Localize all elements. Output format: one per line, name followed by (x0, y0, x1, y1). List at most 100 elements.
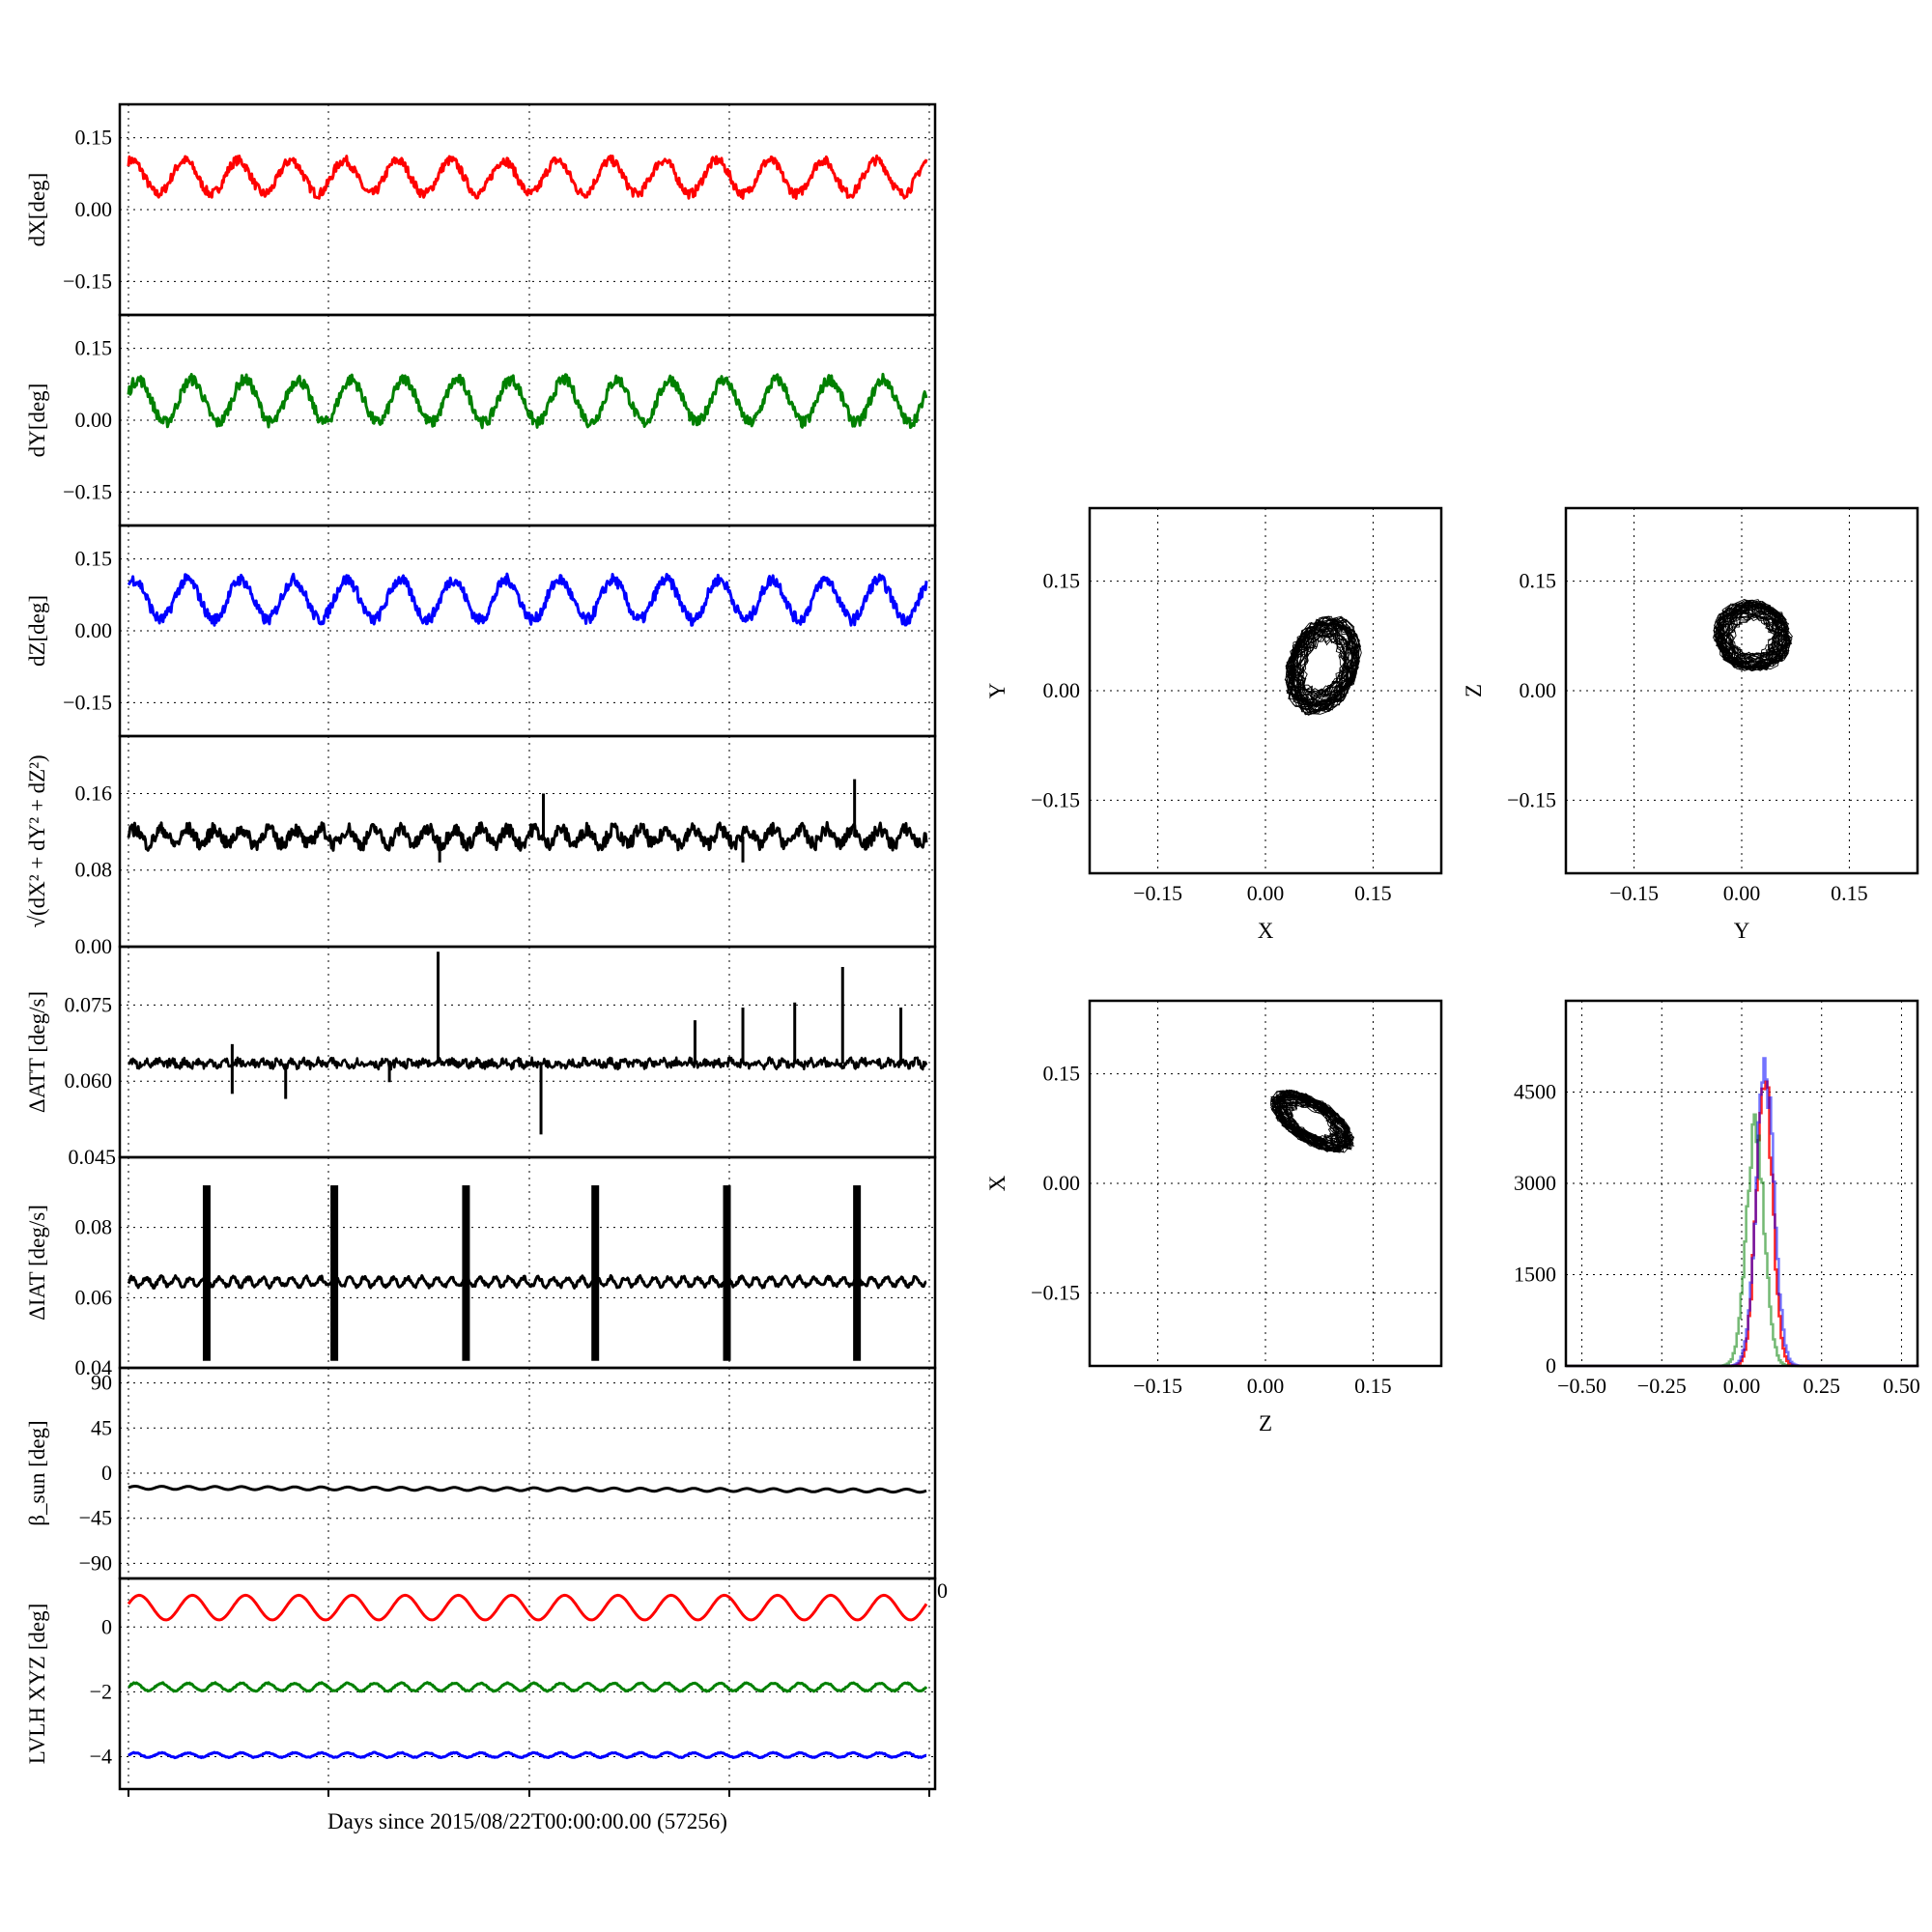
y-tick-label: 0.15 (75, 126, 113, 150)
x-tick-label: 0.15 (1831, 881, 1868, 905)
panel-frame (1088, 999, 1443, 1368)
y-tick-label: 1500 (1514, 1263, 1556, 1287)
y-tick-label: 0.00 (1043, 1171, 1081, 1195)
x-tick-label: 0.00 (1723, 881, 1761, 905)
panel-frame (118, 945, 937, 1159)
y-axis-label: dY[deg] (25, 384, 49, 458)
panel-frame (1088, 506, 1443, 875)
x-tick-label: −0.15 (1609, 881, 1659, 905)
series-line-dz-0 (127, 572, 928, 627)
x-axis-label: Z (1259, 1411, 1272, 1435)
y-axis-label: X (985, 1175, 1009, 1191)
y-tick-label: −0.15 (63, 269, 112, 293)
y-axis-label: ΔIAT [deg/s] (25, 1205, 49, 1321)
x-axis-label: Y (1734, 919, 1750, 943)
x-axis-label: X (1258, 919, 1274, 943)
burst-mark (723, 1185, 731, 1361)
y-tick-label: −2 (90, 1679, 112, 1703)
panel-hist: −0.50 −0.25 0.00 0.25 0.50 0 1500 3000 4500 (1514, 999, 1920, 1398)
y-tick-label: 45 (91, 1415, 112, 1439)
series-line-norm-0 (127, 820, 928, 852)
panel-beta: −90 −45 0 45 90 β_sun [deg] (25, 1366, 937, 1580)
series-line-datt-0 (127, 1056, 928, 1071)
y-tick-label: −0.15 (63, 479, 112, 503)
hist-step-line-0 (1566, 1080, 1919, 1368)
y-axis-label: dX[deg] (25, 173, 49, 247)
panel-dz: −0.15 0.00 0.15 dZ[deg] (25, 524, 937, 738)
x-tick-label: 0.25 (1803, 1374, 1840, 1398)
burst-mark (202, 1185, 211, 1361)
y-tick-label: 0 (101, 1461, 112, 1485)
y-tick-label: 4500 (1514, 1080, 1556, 1104)
panel-xy: −0.15 −0.15 0.00 0.00 0.15 0.15 X Y (985, 506, 1443, 943)
y-axis-label: ΔATT [deg/s] (25, 991, 49, 1113)
y-tick-label: 3000 (1514, 1171, 1556, 1195)
y-tick-label: 0.00 (1520, 678, 1557, 702)
time-axis-label: Days since 2015/08/22T00:00:00.00 (57256… (327, 1809, 727, 1833)
x-tick-label: 0.50 (1883, 1374, 1920, 1398)
x-tick-label: 0.00 (1723, 1374, 1761, 1398)
x-tick-label: −0.15 (1133, 881, 1182, 905)
y-tick-label: −0.15 (1031, 1280, 1080, 1304)
y-tick-label: 0.15 (1043, 1062, 1081, 1086)
x-tick-label: 0.00 (1247, 1374, 1285, 1398)
panel-frame (118, 1155, 937, 1370)
y-axis-label: √(dX² + dY² + dZ²) (25, 754, 49, 927)
panel-norm: 0.00 0.08 0.16 √(dX² + dY² + dZ²) (25, 734, 937, 958)
stray-tick-label-zero: 0 (937, 1578, 948, 1603)
panel-zx: −0.15 −0.15 0.00 0.00 0.15 0.15 Z X (985, 999, 1443, 1435)
y-tick-label: 0.16 (75, 781, 113, 805)
series-line-dx-0 (127, 154, 928, 200)
y-tick-label: 0.08 (75, 1215, 113, 1239)
y-tick-label: 0.15 (75, 336, 113, 360)
y-tick-label: 0.00 (75, 197, 113, 221)
burst-mark (462, 1185, 470, 1361)
trajectory-line (1712, 599, 1794, 672)
panel-lvlh: −4 −2 0 LVLH XYZ [deg] (25, 1577, 937, 1791)
y-tick-label: −4 (90, 1744, 112, 1768)
panel-datt: 0.060 0.075 ΔATT [deg/s] (25, 945, 937, 1159)
burst-mark (853, 1185, 862, 1361)
y-tick-label: 0.060 (65, 1068, 113, 1093)
y-tick-label: 0.04 (75, 1355, 113, 1379)
y-tick-label: −0.15 (1507, 787, 1556, 811)
y-tick-label: 0.00 (75, 618, 113, 642)
panels-layer: −0.15 0.00 0.15 dX[deg] −0.15 0.00 0.15 dY[deg]… (25, 102, 1920, 1797)
series-line-lvlh-1 (128, 1681, 928, 1693)
y-tick-label: 0 (1546, 1353, 1556, 1378)
panel-yz: −0.15 −0.15 0.00 0.00 0.15 0.15 Y Z (1462, 506, 1919, 943)
y-tick-label: 0.075 (65, 992, 113, 1016)
y-tick-label: −45 (79, 1506, 112, 1530)
series-line-beta-0 (128, 1485, 927, 1494)
x-tick-label: 0.15 (1354, 881, 1392, 905)
y-tick-label: 90 (91, 1371, 112, 1395)
x-tick-label: −0.15 (1133, 1374, 1182, 1398)
panel-diat: 0.04 0.06 0.08 ΔIAT [deg/s] (25, 1155, 937, 1379)
x-tick-label: −0.25 (1637, 1374, 1687, 1398)
x-tick-label: −0.50 (1557, 1374, 1606, 1398)
series-line-diat-0 (127, 1274, 927, 1290)
series-line-lvlh-2 (128, 1750, 927, 1760)
panel-dx: −0.15 0.00 0.15 dX[deg] (25, 102, 937, 317)
y-tick-label: 0.00 (1043, 678, 1081, 702)
hist-step-line-1 (1566, 1113, 1919, 1368)
series-line-dy-0 (127, 372, 928, 430)
y-tick-label: 0.00 (75, 934, 113, 958)
y-axis-label: dZ[deg] (25, 595, 49, 667)
y-tick-label: 0 (101, 1614, 112, 1638)
stray-tick-label-0045: 0.045 (69, 1145, 117, 1169)
y-tick-label: −90 (79, 1550, 112, 1575)
y-tick-label: −0.15 (63, 690, 112, 714)
hist-step-line-2 (1566, 1057, 1919, 1368)
y-tick-label: 0.15 (75, 547, 113, 571)
panel-frame (1564, 999, 1919, 1368)
y-axis-label: β_sun [deg] (25, 1420, 49, 1525)
y-axis-label: LVLH XYZ [deg] (25, 1604, 49, 1765)
y-axis-label: Z (1462, 684, 1486, 697)
panel-frame (1564, 506, 1919, 875)
y-tick-label: 0.06 (75, 1285, 113, 1309)
y-axis-label: Y (985, 682, 1009, 698)
burst-mark (330, 1185, 339, 1361)
burst-mark (591, 1185, 600, 1361)
